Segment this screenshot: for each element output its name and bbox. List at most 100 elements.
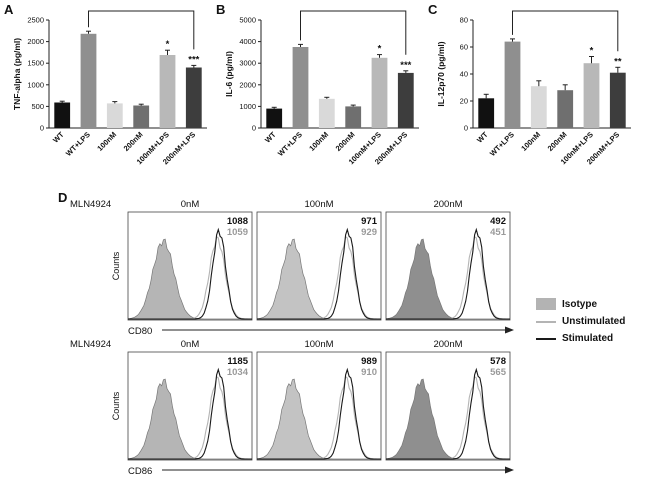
bar-chart-tnf-alpha: 0 500 1000 1500 2000 2500 TNF-alpha (pg/ml) WTW… bbox=[12, 10, 207, 166]
mfi-unstimulated: 1034 bbox=[227, 367, 249, 378]
mfi-stimulated: 578 bbox=[490, 356, 506, 367]
y-tick-label: 40 bbox=[460, 70, 468, 79]
isotype-swatch bbox=[536, 298, 556, 310]
panel-label-c: C bbox=[428, 2, 438, 17]
x-tick-label: WT+LPS bbox=[488, 130, 516, 158]
y-axis-label: IL-6 (pg/ml) bbox=[224, 51, 234, 97]
mfi-stimulated: 1088 bbox=[227, 216, 248, 227]
bar bbox=[504, 41, 521, 128]
y-tick-label: 20 bbox=[460, 97, 468, 106]
dose-title: 100nM bbox=[304, 199, 333, 210]
x-tick-label: WT bbox=[51, 130, 66, 145]
y-tick-label: 0 bbox=[464, 124, 468, 133]
isotype-histogram bbox=[127, 378, 252, 460]
panel-label-d: D bbox=[58, 190, 68, 205]
y-tick-label: 60 bbox=[460, 43, 468, 52]
y-axis-label: Counts bbox=[111, 391, 121, 420]
histogram-curve bbox=[128, 227, 252, 320]
bar bbox=[133, 105, 150, 128]
x-axis-label: CD86 bbox=[128, 466, 152, 477]
mfi-stimulated: 989 bbox=[361, 356, 377, 367]
significance-bracket bbox=[300, 10, 407, 55]
significance-stars: *** bbox=[400, 60, 411, 71]
y-tick-label: 2000 bbox=[239, 80, 256, 89]
flow-legend: Isotype Unstimulated Stimulated bbox=[536, 298, 625, 350]
y-tick-label: 2500 bbox=[27, 16, 44, 25]
histogram-curve bbox=[128, 367, 252, 460]
x-tick-label: 200nM bbox=[122, 130, 145, 153]
row-label: MLN4924 bbox=[70, 199, 111, 210]
isotype-histogram bbox=[127, 238, 252, 320]
histogram-curve bbox=[257, 227, 381, 320]
histogram-curve bbox=[386, 227, 510, 320]
x-axis-arrowhead bbox=[505, 326, 514, 334]
legend-item-stimulated: Stimulated bbox=[536, 333, 625, 344]
dose-title: 200nM bbox=[433, 339, 462, 350]
mfi-unstimulated: 1059 bbox=[227, 227, 248, 238]
mfi-unstimulated: 451 bbox=[490, 227, 507, 238]
mfi-stimulated: 492 bbox=[490, 216, 506, 227]
legend-label-stimulated: Stimulated bbox=[562, 333, 614, 344]
bar bbox=[80, 33, 97, 128]
mfi-stimulated: 1185 bbox=[227, 356, 248, 367]
y-axis-label: TNF-alpha (pg/ml) bbox=[12, 38, 22, 110]
bar bbox=[557, 90, 574, 128]
row-label: MLN4924 bbox=[70, 339, 111, 350]
bar bbox=[106, 103, 123, 128]
y-tick-label: 3000 bbox=[239, 59, 256, 68]
legend-item-isotype: Isotype bbox=[536, 298, 625, 310]
x-tick-label: WT+LPS bbox=[276, 130, 304, 158]
bar bbox=[159, 55, 176, 128]
y-tick-label: 2000 bbox=[27, 37, 44, 46]
mfi-unstimulated: 929 bbox=[361, 227, 377, 238]
y-tick-label: 1000 bbox=[27, 80, 44, 89]
panel-label-b: B bbox=[216, 2, 226, 17]
significance-stars: * bbox=[378, 44, 382, 55]
mfi-stimulated: 971 bbox=[361, 216, 378, 227]
bar bbox=[318, 98, 335, 128]
x-tick-label: WT bbox=[263, 130, 278, 145]
mfi-unstimulated: 565 bbox=[490, 367, 507, 378]
x-tick-label: WT+LPS bbox=[64, 130, 92, 158]
panel-c: C 0 20 40 60 80 IL-12p70 (pg/ml) WT WT+LPS 100nM… bbox=[428, 0, 636, 190]
bar bbox=[530, 86, 547, 129]
unstimulated-swatch bbox=[536, 320, 556, 323]
bar bbox=[478, 98, 495, 128]
histogram-curve bbox=[386, 367, 510, 460]
significance-stars: *** bbox=[188, 54, 199, 65]
histogram-curve bbox=[257, 367, 381, 460]
dose-title: 200nM bbox=[433, 199, 462, 210]
significance-stars: * bbox=[590, 46, 594, 57]
x-tick-label: WT bbox=[475, 130, 490, 145]
y-tick-label: 80 bbox=[460, 16, 468, 25]
bar bbox=[371, 57, 388, 128]
x-axis-arrowhead bbox=[505, 466, 514, 474]
panel-a: A 0 500 1000 1500 2000 2500 TNF-alpha (pg/ml) W… bbox=[4, 0, 212, 190]
isotype-histogram bbox=[256, 238, 381, 320]
x-tick-label: 100nM bbox=[519, 130, 542, 153]
significance-bracket bbox=[512, 10, 619, 52]
x-tick-label: 200nM bbox=[334, 130, 357, 153]
bar bbox=[292, 47, 309, 128]
significance-stars: * bbox=[166, 39, 170, 50]
isotype-histogram bbox=[385, 238, 510, 320]
isotype-histogram bbox=[256, 378, 381, 460]
bar bbox=[345, 106, 362, 128]
y-tick-label: 5000 bbox=[239, 16, 256, 25]
y-axis-label: Counts bbox=[111, 251, 121, 280]
isotype-histogram bbox=[385, 378, 510, 460]
legend-item-unstimulated: Unstimulated bbox=[536, 316, 625, 327]
y-tick-label: 1500 bbox=[27, 59, 44, 68]
dose-title: 0nM bbox=[181, 199, 200, 210]
legend-label-isotype: Isotype bbox=[562, 298, 598, 310]
x-axis-label: CD80 bbox=[128, 326, 152, 337]
bar-chart-il6: 0 1000 2000 3000 4000 5000 IL-6 (pg/ml) WTWT+LP… bbox=[224, 10, 419, 166]
x-tick-label: 200nM bbox=[546, 130, 569, 153]
x-tick-label: 100nM bbox=[95, 130, 118, 153]
y-tick-label: 1000 bbox=[239, 102, 256, 111]
dose-title: 0nM bbox=[181, 339, 200, 350]
